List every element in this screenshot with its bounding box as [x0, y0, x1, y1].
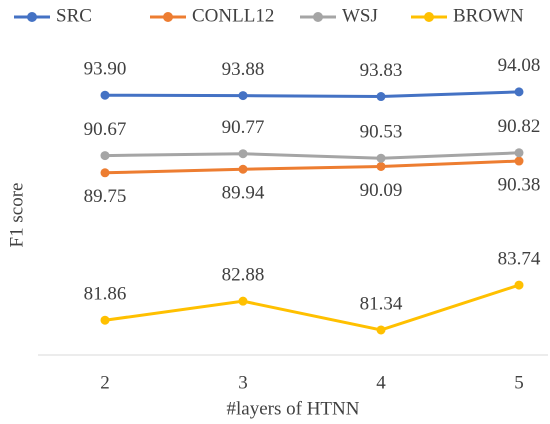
legend-label: CONLL12: [192, 5, 274, 26]
data-label: 83.74: [498, 248, 541, 269]
data-label: 81.34: [360, 293, 403, 314]
data-label: 89.75: [84, 186, 127, 207]
data-label: 90.53: [360, 122, 403, 143]
point: [238, 164, 248, 174]
point: [514, 87, 524, 97]
point: [238, 149, 248, 159]
legend-marker: [163, 12, 173, 22]
legend-label: SRC: [56, 5, 92, 26]
data-label: 94.08: [498, 55, 541, 76]
point: [376, 153, 386, 163]
point: [514, 148, 524, 158]
legend-marker: [424, 12, 434, 22]
data-label: 90.38: [498, 174, 541, 195]
data-label: 93.83: [360, 60, 403, 81]
data-label: 90.09: [360, 180, 403, 201]
data-label: 93.88: [222, 59, 265, 80]
data-label: 90.82: [498, 116, 541, 137]
x-tick-label: 3: [238, 372, 248, 393]
point: [376, 325, 386, 335]
legend-label: BROWN: [453, 5, 524, 26]
point: [100, 168, 110, 178]
x-tick-label: 5: [514, 372, 524, 393]
line: [104, 283, 520, 332]
point: [100, 90, 110, 100]
data-label: 89.94: [222, 183, 265, 204]
data-label: 81.86: [84, 284, 127, 305]
data-label: 90.67: [84, 119, 127, 140]
x-tick-label: 4: [376, 372, 386, 393]
point: [238, 91, 248, 101]
data-label: 90.77: [222, 117, 265, 138]
line: [104, 159, 520, 175]
y-axis-label: F1 score: [6, 183, 27, 248]
data-label: 82.88: [222, 265, 265, 286]
x-axis-label: #layers of HTNN: [227, 398, 360, 419]
point: [100, 151, 110, 161]
legend-marker: [27, 12, 37, 22]
x-tick-label: 2: [100, 372, 110, 393]
line: [104, 151, 520, 160]
point: [376, 161, 386, 171]
point: [514, 280, 524, 290]
point: [514, 156, 524, 166]
legend-label: WSJ: [342, 5, 378, 26]
point: [238, 296, 248, 306]
point: [100, 315, 110, 325]
point: [376, 92, 386, 102]
data-label: 93.90: [84, 59, 127, 80]
legend-marker: [313, 12, 323, 22]
line: [104, 90, 520, 99]
